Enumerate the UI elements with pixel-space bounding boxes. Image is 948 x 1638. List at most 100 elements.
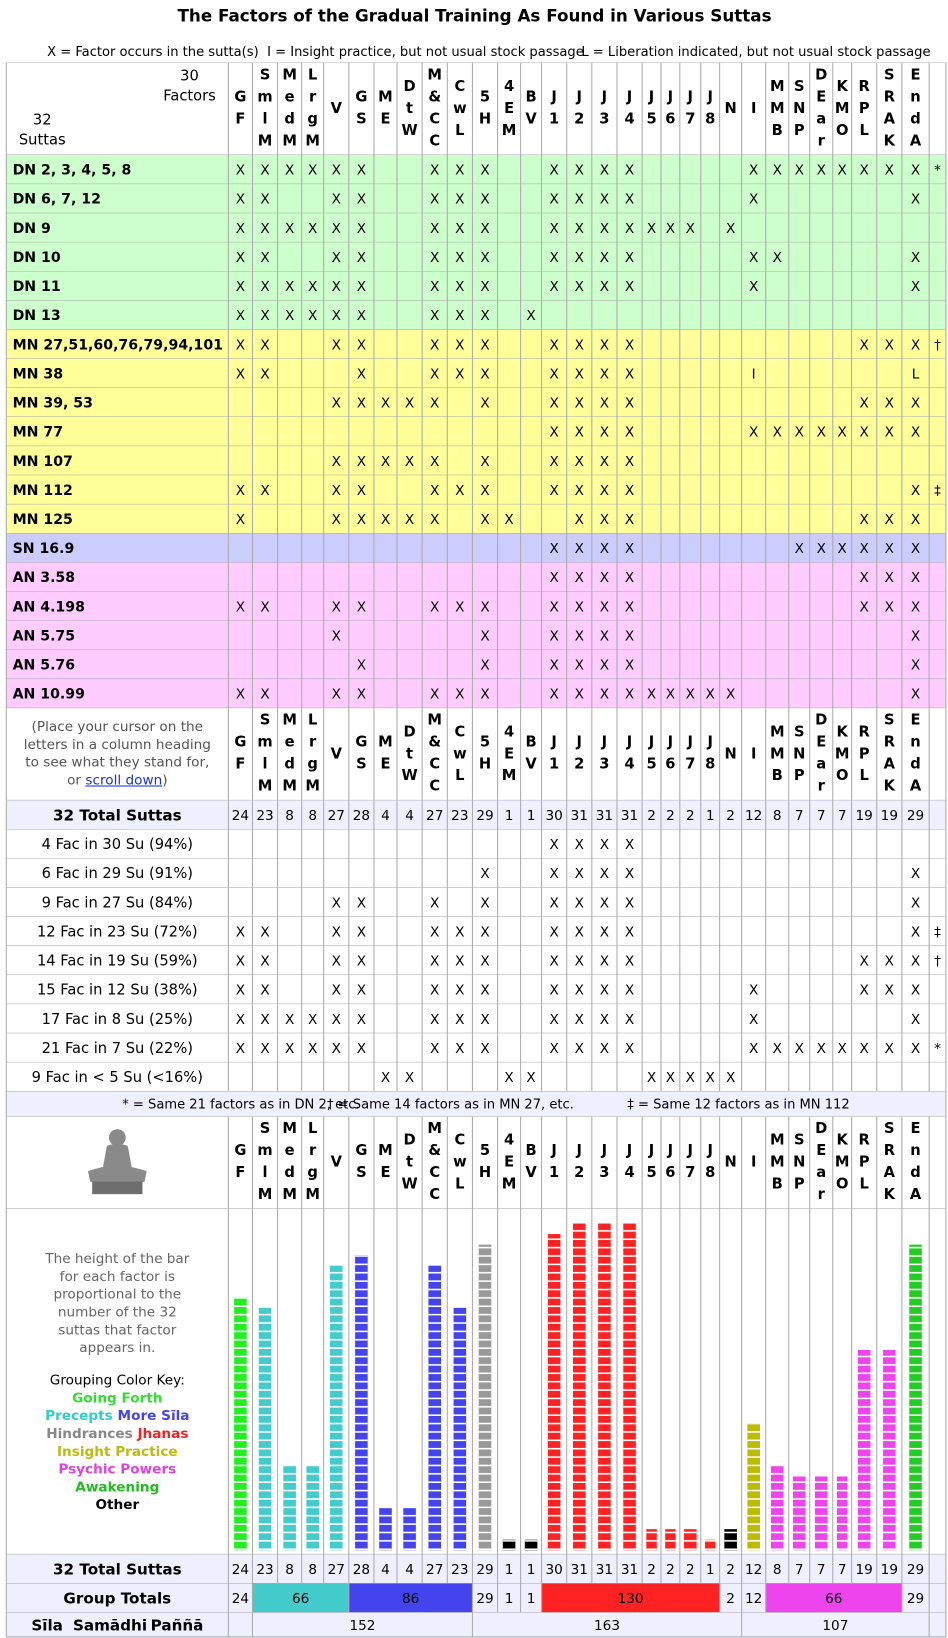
key-line: Other (6, 1497, 228, 1515)
group-total: 1 (527, 1591, 536, 1607)
factor-cell: X (749, 250, 758, 266)
factor-cell: X (911, 483, 920, 499)
header-wrap: RPL (852, 1117, 877, 1209)
factor-cell: X (911, 250, 920, 266)
factor-cell: X (911, 337, 920, 353)
legend-text: X = Factor occurs in the sutta(s) (47, 45, 259, 60)
header-cell: GS (349, 708, 374, 800)
header-wrap: GS (349, 708, 374, 800)
factor-cell: X (332, 337, 341, 353)
factor-cell: X (625, 250, 634, 266)
header-wrap: RPL (852, 708, 877, 800)
factor-code: LrgM (305, 67, 320, 150)
header-wrap: RPL (852, 63, 877, 155)
factor-cell: X (381, 512, 390, 528)
total-value: 31 (571, 808, 588, 824)
header-wrap: J6 (661, 1117, 680, 1209)
factor-code: V (330, 100, 342, 117)
header-cell: RPL (852, 63, 877, 155)
factor-code: GF (234, 89, 247, 128)
total-value: 4 (381, 808, 390, 824)
header-wrap: ME (374, 708, 397, 800)
header-cell: GF (234, 89, 247, 128)
factor-cell: X (236, 250, 245, 266)
scroll-link[interactable]: scroll down (85, 773, 163, 789)
factor-cell: X (575, 454, 584, 470)
factor-cell: X (260, 1041, 269, 1057)
header-cell: SRAK (884, 67, 895, 150)
factor-cell: X (357, 983, 366, 999)
factor-cell: X (357, 250, 366, 266)
factor-cell: X (430, 163, 439, 179)
header-cell: J8 (705, 89, 715, 128)
factor-code: J5 (646, 89, 657, 128)
factor-code: J8 (705, 734, 716, 774)
bar-stripes (684, 1529, 697, 1551)
factor-cell: X (575, 1012, 584, 1028)
header-wrap: GS (349, 1117, 374, 1209)
factor-cell: X (749, 163, 758, 179)
factor-cell: X (549, 163, 558, 179)
header-cell: J5 (646, 89, 657, 128)
factor-cell: X (480, 687, 489, 703)
factor-cell: X (455, 163, 464, 179)
footnote: † = Same 14 factors as in MN 27, etc. (327, 1098, 574, 1113)
cell-bg (6, 300, 946, 330)
header-cell: SmlM (257, 712, 272, 795)
header-wrap: KMO (833, 63, 852, 155)
row-label: 9 Fac in 27 Su (84%) (42, 894, 193, 911)
group-total: 1 (505, 1591, 514, 1607)
bar-stripes (814, 1476, 828, 1551)
factor-cell: X (332, 895, 341, 911)
factor-code: EndA (909, 712, 922, 796)
header-wrap: MMB (766, 63, 789, 155)
header-wrap: M&CC (422, 63, 447, 155)
header-wrap: KMO (833, 708, 852, 800)
total-value: 19 (856, 808, 873, 824)
factor-cell: X (480, 512, 489, 528)
factor-cell: X (575, 541, 584, 557)
factor-cell: X (260, 483, 269, 499)
row-label: MN 107 (13, 454, 73, 470)
header-cell: RPL (852, 708, 877, 800)
header-cell: MMB (770, 1132, 785, 1193)
total-value: 7 (795, 1562, 804, 1578)
factor-cell: X (430, 983, 439, 999)
factor-cell: X (308, 163, 317, 179)
header-cell: SNP (793, 1132, 805, 1193)
header-wrap: GS (349, 63, 374, 155)
header-cell: DEar (815, 67, 827, 150)
factor-cell: X (549, 866, 558, 882)
factor-code: MMB (769, 78, 785, 139)
factor-cell: X (749, 425, 758, 441)
header-wrap: EndA (902, 1117, 929, 1209)
header-cell: I (751, 100, 756, 117)
factor-cell: X (308, 1041, 317, 1057)
factor-code: J6 (665, 89, 676, 128)
factor-code: KMO (834, 723, 850, 785)
factor-cell: X (885, 337, 894, 353)
factor-cell: X (911, 954, 920, 970)
total-value: 19 (881, 808, 898, 824)
legend-text: I = Insight practice, but not usual stoc… (267, 45, 584, 60)
corner: 30 Factors 32 Suttas (6, 63, 228, 155)
total-value: 2 (686, 808, 695, 824)
row-label: DN 10 (13, 250, 61, 266)
factor-code: 4EM (501, 1131, 517, 1193)
header-cell: N (725, 100, 737, 117)
factor-cell: X (600, 221, 609, 237)
factor-cell: X (285, 279, 294, 295)
row-note: † (934, 337, 941, 353)
factor-cell: X (575, 895, 584, 911)
row-label: DN 6, 7, 12 (13, 192, 101, 208)
row-label: AN 5.76 (13, 658, 76, 674)
total-value: 31 (621, 1562, 638, 1578)
header-wrap: CwL (447, 63, 472, 155)
factor-cell: X (357, 599, 366, 615)
factor-code: V (330, 745, 342, 763)
total-value: 2 (726, 808, 735, 824)
factor-cell: X (575, 599, 584, 615)
factor-cell: X (526, 1070, 535, 1086)
row-label: DN 2, 3, 4, 5, 8 (13, 163, 132, 179)
